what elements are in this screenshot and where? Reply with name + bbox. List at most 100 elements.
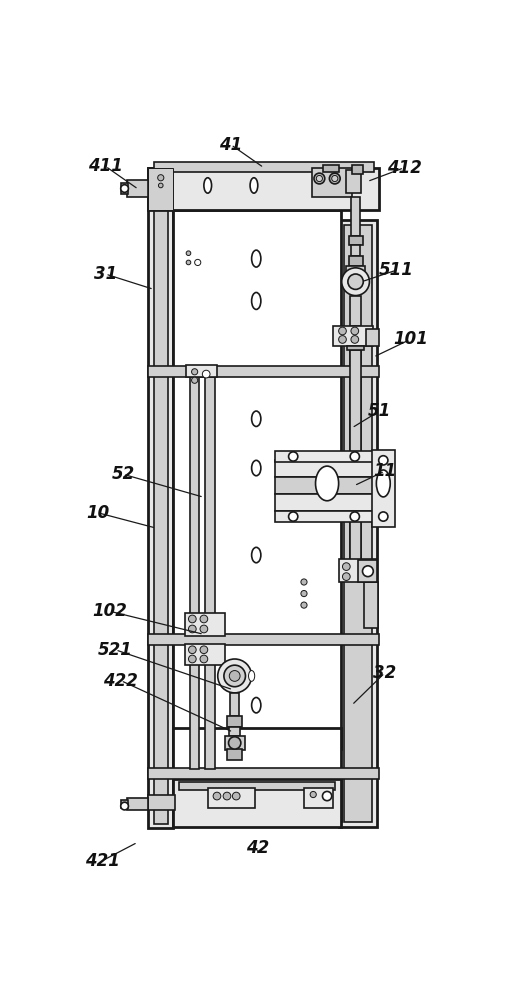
Bar xyxy=(349,235,362,245)
Circle shape xyxy=(348,274,364,289)
Bar xyxy=(346,266,365,289)
Bar xyxy=(205,655,215,769)
Circle shape xyxy=(218,659,251,693)
Circle shape xyxy=(329,173,340,184)
Ellipse shape xyxy=(251,411,261,426)
Bar xyxy=(148,795,175,810)
Bar xyxy=(185,644,225,665)
Bar xyxy=(173,210,341,372)
Bar xyxy=(148,768,379,779)
Bar xyxy=(173,372,341,749)
Bar xyxy=(229,727,240,736)
Text: 11: 11 xyxy=(373,462,396,480)
Circle shape xyxy=(301,590,307,597)
Circle shape xyxy=(289,512,298,521)
Ellipse shape xyxy=(248,671,254,681)
Bar xyxy=(347,346,364,350)
Bar xyxy=(154,162,374,172)
Text: 412: 412 xyxy=(387,159,421,177)
Circle shape xyxy=(200,625,208,633)
Circle shape xyxy=(332,175,338,182)
Circle shape xyxy=(342,268,370,296)
Bar xyxy=(173,728,341,821)
Bar xyxy=(275,451,375,462)
Bar xyxy=(227,749,242,760)
Text: 421: 421 xyxy=(85,852,120,870)
Bar xyxy=(275,477,375,494)
Circle shape xyxy=(224,665,245,687)
Bar xyxy=(190,655,199,769)
Bar xyxy=(148,366,379,377)
Circle shape xyxy=(191,369,198,375)
Circle shape xyxy=(314,173,325,184)
Text: 511: 511 xyxy=(379,261,414,279)
Text: 52: 52 xyxy=(112,465,135,483)
Circle shape xyxy=(351,327,358,335)
Circle shape xyxy=(121,802,129,810)
Circle shape xyxy=(362,566,373,577)
Circle shape xyxy=(229,671,240,681)
Bar xyxy=(205,370,215,655)
Circle shape xyxy=(200,646,208,654)
Bar xyxy=(358,560,377,582)
Circle shape xyxy=(191,377,198,383)
Bar xyxy=(190,370,199,655)
Bar xyxy=(121,183,129,194)
Bar xyxy=(208,788,255,808)
Text: 101: 101 xyxy=(393,330,428,348)
Bar xyxy=(148,168,173,210)
Bar xyxy=(148,168,173,828)
Bar xyxy=(351,245,360,256)
Circle shape xyxy=(200,615,208,623)
Circle shape xyxy=(343,573,350,580)
Bar xyxy=(154,172,168,824)
Ellipse shape xyxy=(250,178,258,193)
Bar xyxy=(352,165,362,174)
Bar xyxy=(312,168,352,197)
Circle shape xyxy=(202,370,210,378)
Bar xyxy=(148,168,379,210)
Bar xyxy=(346,170,361,193)
Circle shape xyxy=(223,792,231,800)
Ellipse shape xyxy=(251,460,261,476)
Bar xyxy=(304,788,333,808)
Text: 32: 32 xyxy=(373,664,396,682)
Circle shape xyxy=(200,655,208,663)
Circle shape xyxy=(343,563,350,570)
Ellipse shape xyxy=(251,698,261,713)
Text: 102: 102 xyxy=(93,602,127,620)
Bar xyxy=(225,736,245,750)
Circle shape xyxy=(121,185,129,192)
Bar xyxy=(338,220,377,827)
Bar xyxy=(351,197,360,235)
Bar xyxy=(350,350,361,562)
Bar xyxy=(372,450,395,527)
Bar xyxy=(323,165,338,172)
Bar xyxy=(121,800,129,808)
Ellipse shape xyxy=(251,250,261,267)
Bar xyxy=(338,559,377,582)
Bar xyxy=(127,798,148,810)
Text: 422: 422 xyxy=(103,672,138,690)
Circle shape xyxy=(158,183,163,188)
Circle shape xyxy=(188,646,196,654)
Circle shape xyxy=(338,327,346,335)
Circle shape xyxy=(195,259,201,266)
Bar xyxy=(173,779,341,827)
Ellipse shape xyxy=(251,292,261,309)
Circle shape xyxy=(338,336,346,343)
Bar xyxy=(350,346,361,561)
Text: 521: 521 xyxy=(98,641,133,659)
Circle shape xyxy=(350,452,359,461)
Bar xyxy=(127,180,148,197)
Circle shape xyxy=(350,512,359,521)
Bar xyxy=(227,716,242,727)
Circle shape xyxy=(351,336,358,343)
Circle shape xyxy=(316,175,323,182)
Bar xyxy=(275,511,375,522)
Bar xyxy=(364,582,378,628)
Circle shape xyxy=(188,655,196,663)
Ellipse shape xyxy=(315,466,338,501)
Circle shape xyxy=(213,792,221,800)
Bar xyxy=(349,256,362,266)
